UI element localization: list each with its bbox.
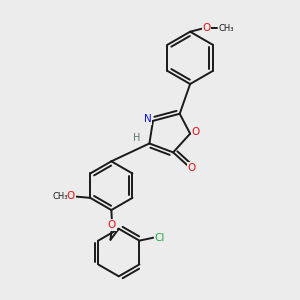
Text: CH₃: CH₃ [52, 192, 68, 201]
Text: O: O [202, 23, 211, 33]
Text: O: O [67, 191, 75, 201]
Text: CH₃: CH₃ [219, 24, 235, 33]
Text: O: O [108, 220, 116, 230]
Text: N: N [144, 114, 152, 124]
Text: O: O [188, 163, 196, 173]
Text: Cl: Cl [155, 233, 165, 243]
Text: O: O [191, 127, 200, 137]
Text: H: H [133, 133, 141, 143]
